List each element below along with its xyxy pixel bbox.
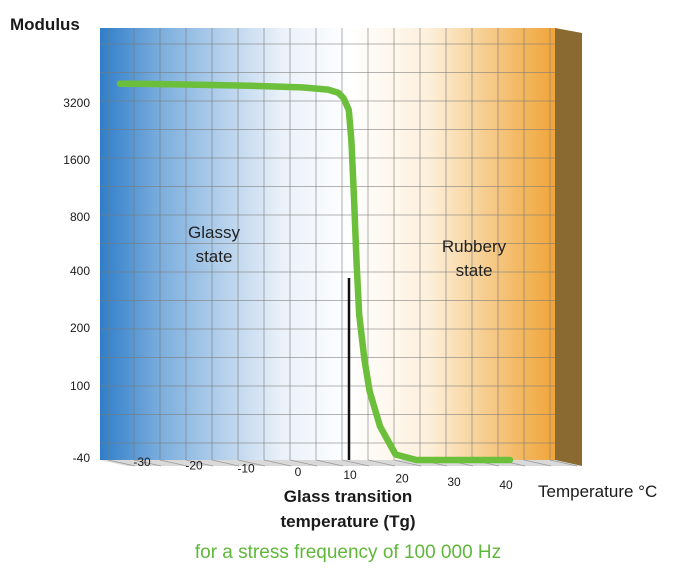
y-tick-label: 1600 (63, 153, 90, 167)
floor-gridline (341, 459, 370, 467)
y-axis-title: Modulus (10, 15, 80, 34)
floor-gridline (263, 459, 292, 467)
floor-gridline (289, 459, 318, 467)
floor-gridline (185, 459, 214, 467)
modulus-curve (116, 80, 514, 464)
x-tick-label: 40 (499, 478, 513, 492)
y-tick-label: 400 (70, 264, 90, 278)
floor-gridline (159, 459, 188, 467)
tg-caption-line2: temperature (Tg) (280, 512, 415, 531)
floor-gridline (315, 459, 344, 467)
rubbery-state-label-line1: Rubbery (442, 237, 507, 256)
x-tick-labels: -30 -20 -10 0 10 20 30 40 (133, 455, 513, 492)
x-axis-title: Temperature °C (538, 482, 657, 501)
x-tick-label: -30 (133, 455, 151, 469)
x-tick-label: 20 (395, 472, 409, 486)
tg-caption-line1: Glass transition (284, 487, 412, 506)
x-tick-label: 0 (295, 465, 302, 479)
y-tick-label: 100 (70, 379, 90, 393)
floor-gridlines (107, 459, 578, 467)
x-tick-label: 10 (343, 468, 357, 482)
y-tick-labels: 3200 1600 800 400 200 100 -40 (63, 96, 90, 465)
y-tick-label: 200 (70, 321, 90, 335)
floor-gridline (549, 459, 578, 467)
glassy-state-label-line1: Glassy (188, 223, 240, 242)
floor-gridline (107, 459, 136, 467)
y-tick-label: -40 (73, 451, 91, 465)
horizontal-gridlines (100, 43, 555, 444)
y-tick-label: 3200 (63, 96, 90, 110)
y-tick-label: 800 (70, 210, 90, 224)
glassy-state-label-line2: state (196, 247, 233, 266)
floor-gridline (237, 459, 266, 467)
x-tick-label: 30 (447, 475, 461, 489)
floor-gridline (523, 459, 552, 467)
floor-gridline (211, 459, 240, 467)
side-panel (555, 28, 582, 466)
floor-gridline (367, 459, 396, 467)
x-tick-label: -20 (185, 458, 203, 472)
floor-gridline (393, 459, 422, 467)
chart-subtitle: for a stress frequency of 100 000 Hz (195, 542, 501, 563)
x-tick-label: -10 (237, 462, 255, 476)
floor-gridline (133, 459, 162, 467)
rubbery-state-label-line2: state (456, 261, 493, 280)
plot-background (100, 28, 555, 460)
